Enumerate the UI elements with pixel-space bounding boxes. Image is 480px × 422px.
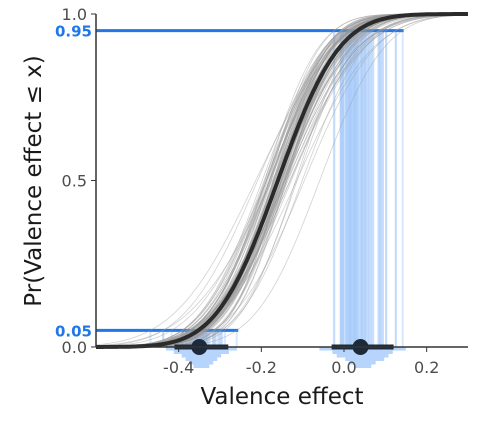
x-axis-title: Valence effect <box>200 384 363 410</box>
sample-cdf-curves <box>96 13 468 348</box>
sample-cdf-curve <box>96 14 468 348</box>
sample-cdf-curve <box>96 13 468 348</box>
y-tick-label: 0.5 <box>62 172 87 191</box>
reference-label: 0.95 <box>55 23 92 41</box>
reference-labels: 0.05 0.95 <box>55 23 92 341</box>
sample-cdf-curve <box>96 13 468 348</box>
x-axis-ticks: -0.4 -0.2 0.0 0.2 <box>163 347 439 377</box>
y-tick-label: 0.0 <box>62 338 87 357</box>
x-tick-label: 0.2 <box>414 358 439 377</box>
x-tick-label: 0.0 <box>331 358 356 377</box>
reference-label: 0.05 <box>55 322 92 340</box>
sample-cdf-curve <box>96 14 468 347</box>
sample-cdf-curve <box>96 13 468 348</box>
y-axis-ticks: 0.0 0.5 1.0 <box>62 5 96 357</box>
quantile-distributions <box>158 347 411 368</box>
x-tick-label: -0.2 <box>246 358 277 377</box>
y-tick-label: 1.0 <box>62 5 87 24</box>
main-cdf-curve <box>96 12 468 349</box>
quantile-distribution <box>315 347 411 368</box>
reference-lines <box>96 29 404 332</box>
x-tick-label: -0.4 <box>163 358 194 377</box>
quantile-spread-lines <box>149 30 404 347</box>
quantile-distribution <box>158 347 245 368</box>
y-axis-title: Pr(Valence effect ≤ x) <box>21 55 47 306</box>
